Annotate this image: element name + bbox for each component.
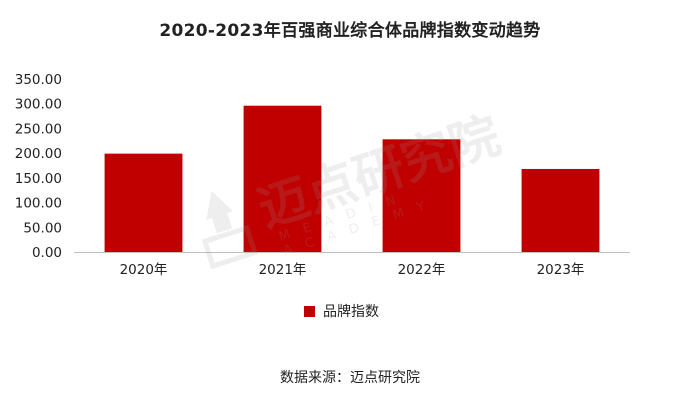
x-tick-label: 2021年 — [259, 262, 307, 278]
y-tick-label: 250.00 — [15, 121, 62, 137]
legend-swatch — [304, 305, 315, 317]
y-tick-label: 200.00 — [15, 146, 62, 162]
y-tick-label: 150.00 — [15, 171, 62, 187]
bar — [104, 153, 183, 252]
bar — [382, 139, 461, 252]
y-tick-label: 50.00 — [23, 220, 62, 236]
source-note: 数据来源：迈点研究院 — [280, 370, 420, 386]
chart-title: 2020-2023年百强商业综合体品牌指数变动趋势 — [159, 21, 541, 41]
bar — [243, 105, 322, 252]
x-tick-label: 2020年 — [120, 262, 168, 278]
y-axis: 0.00 50.00 100.00 150.00 200.00 250.00 300.00 3… — [15, 72, 62, 261]
y-tick-label: 0.00 — [32, 245, 62, 261]
x-tick-label: 2023年 — [537, 262, 585, 278]
y-tick-label: 300.00 — [15, 97, 62, 113]
legend-label: 品牌指数 — [323, 304, 379, 320]
bar — [521, 168, 600, 252]
x-tick-label: 2022年 — [398, 262, 446, 278]
y-tick-label: 350.00 — [15, 72, 62, 88]
bar-series — [104, 105, 600, 252]
x-axis: 2020年 2021年 2022年 2023年 — [74, 252, 630, 278]
legend: 品牌指数 — [304, 301, 379, 321]
y-tick-label: 100.00 — [15, 196, 62, 212]
